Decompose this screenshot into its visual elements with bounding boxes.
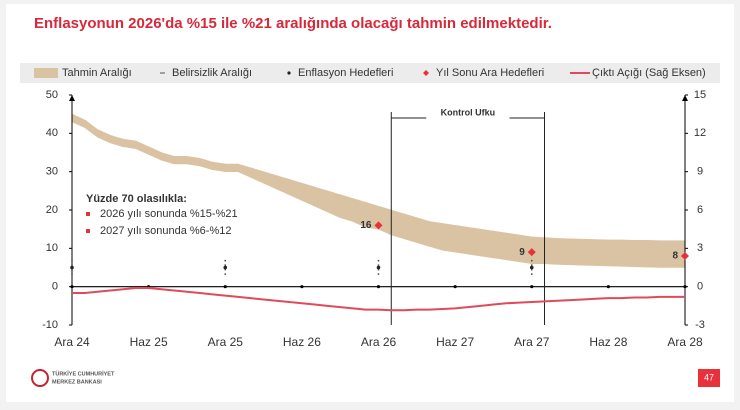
forecast-band [467, 226, 481, 257]
y-tick-label: -10 [42, 319, 58, 331]
x-tick [376, 285, 381, 289]
legend: Tahmin Aralığı Belirsizlik Aralığı Enflasy… [34, 67, 706, 79]
forecast-band [454, 224, 469, 255]
legend-swatch [34, 68, 58, 78]
page-badge [698, 369, 720, 387]
legend-bg [20, 63, 720, 83]
forecast-band [416, 217, 430, 247]
forecast-band [224, 163, 239, 172]
legend-label: Çıktı Açığı (Sağ Eksen) [592, 67, 706, 79]
legend-swatch [287, 71, 291, 75]
forecast-band [646, 239, 660, 268]
x-tick [453, 285, 457, 289]
y-tick-label: 40 [46, 127, 58, 139]
x-tick-label: Ara 25 [208, 335, 244, 349]
forecast-band [186, 155, 201, 167]
forecast-band [659, 240, 673, 268]
x-tick-label: Haz 28 [589, 335, 627, 349]
x-tick-label: Ara 28 [667, 335, 703, 349]
x-tick-label: Ara 24 [54, 335, 90, 349]
forecast-band [122, 138, 137, 150]
y-tick-label: 30 [46, 166, 58, 178]
x-tick [223, 285, 227, 289]
interim-label: 16 [360, 220, 372, 231]
forecast-band [442, 223, 456, 253]
legend-swatch [423, 70, 429, 76]
y-tick-label: 10 [46, 242, 58, 254]
forecast-band [556, 238, 571, 266]
annotation-item: 2027 yılı sonunda %6-%12 [100, 225, 231, 237]
x-tick [683, 285, 687, 289]
forecast-band [608, 239, 622, 267]
forecast-band [403, 213, 418, 243]
forecast-band [480, 228, 494, 259]
forecast-band [582, 238, 596, 266]
interim-target [527, 248, 536, 257]
x-tick [606, 285, 610, 289]
inflation-target [376, 265, 381, 270]
y2-tick-label: 3 [697, 242, 703, 254]
forecast-band [493, 230, 507, 261]
forecast-band [633, 239, 647, 268]
legend-label: Yıl Sonu Ara Hedefleri [436, 67, 544, 79]
x-tick-label: Haz 27 [436, 335, 474, 349]
y2-tick-label: 12 [694, 127, 706, 139]
forecast-band [339, 194, 354, 222]
inflation-target [529, 265, 534, 270]
legend-label: Belirsizlik Aralığı [172, 67, 252, 79]
interim-target [374, 221, 383, 230]
axis-arrow [69, 95, 75, 101]
x-tick [300, 285, 304, 289]
inflation-target [223, 265, 228, 270]
horizon-label: Kontrol Ufku [441, 107, 496, 117]
interim-label: 9 [519, 247, 525, 258]
output-gap-line [72, 286, 685, 312]
forecast-band [505, 232, 520, 263]
x-tick [70, 285, 74, 289]
bank-name: TÜRKİYE CUMHURİYET [52, 370, 115, 377]
bank-name: MERKEZ BANKASI [52, 379, 102, 385]
forecast-band [620, 239, 635, 268]
annotation-heading: Yüzde 70 olasılıkla: [86, 193, 187, 205]
y2-tick-label: 0 [697, 281, 703, 293]
bullet [86, 229, 90, 233]
y-tick-label: 50 [46, 89, 58, 101]
x-tick-label: Haz 25 [130, 335, 168, 349]
forecast-band [173, 156, 188, 165]
forecast-band [390, 209, 405, 240]
legend-label: Enflasyon Hedefleri [298, 67, 393, 79]
forecast-band [569, 238, 584, 266]
forecast-band [544, 237, 558, 265]
legend-label: Tahmin Aralığı [62, 67, 132, 79]
logo [31, 369, 49, 387]
y2-tick-label: -3 [695, 319, 705, 331]
forecast-band [212, 161, 226, 173]
inflation-target [70, 265, 74, 270]
interim-label: 8 [672, 251, 678, 262]
y2-tick-label: 9 [697, 166, 703, 178]
x-tick-label: Ara 26 [361, 335, 397, 349]
y-tick-label: 20 [46, 204, 58, 216]
x-tick-label: Ara 27 [514, 335, 550, 349]
annotation-item: 2026 yılı sonunda %15-%21 [100, 208, 238, 220]
y-tick-label: 0 [52, 281, 58, 293]
x-tick [530, 285, 534, 289]
bullet [86, 212, 90, 216]
axis-arrow [682, 95, 688, 101]
x-tick-label: Haz 26 [283, 335, 321, 349]
y2-tick-label: 15 [694, 89, 706, 101]
interim-target [681, 252, 689, 260]
y2-tick-label: 6 [697, 204, 703, 216]
chart-title: Enflasyonun 2026'da %15 ile %21 aralığın… [34, 15, 552, 32]
forecast-band [595, 239, 609, 267]
page-number: 47 [704, 372, 714, 382]
forecast-band [429, 221, 443, 251]
